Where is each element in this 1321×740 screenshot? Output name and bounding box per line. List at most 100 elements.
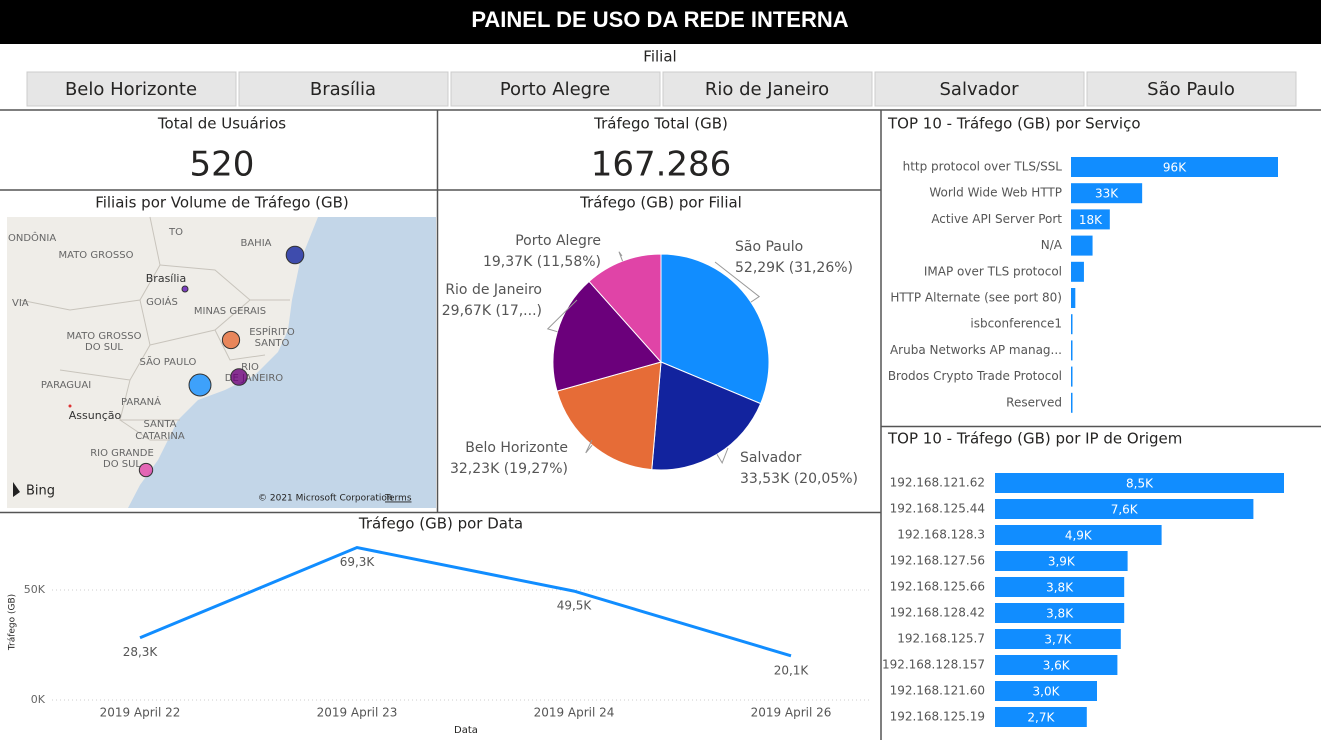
card-title: Tráfego Total (GB) (593, 115, 728, 133)
map-label: VIA (12, 298, 29, 309)
bar (1071, 392, 1073, 413)
data-label: 33K (1095, 187, 1119, 201)
slicer-option[interactable]: Brasília (310, 79, 376, 100)
pie-category: Belo Horizonte (465, 440, 568, 456)
pie-category: Salvador (740, 450, 802, 466)
slicer-option[interactable]: Salvador (940, 79, 1020, 100)
map-label: MINAS GERAIS (194, 306, 266, 317)
map-label: Assunção (69, 409, 122, 422)
y-tick-label: 50K (24, 583, 46, 596)
map-label: GOIÁS (146, 295, 178, 308)
pie-value-label: 19,37K (11,58%) (483, 254, 601, 270)
data-label: 20,1K (774, 663, 810, 677)
map-terms: Terms (384, 494, 412, 504)
y-tick-label: http protocol over TLS/SSL (903, 160, 1063, 174)
bar (1071, 314, 1073, 335)
card-value: 520 (190, 145, 255, 185)
line (139, 545, 792, 658)
slicer-button[interactable] (26, 71, 237, 107)
map-bubble (138, 462, 154, 478)
data-label: 3,7K (1044, 633, 1072, 647)
pie-value-label: 32,23K (19,27%) (450, 461, 568, 477)
map-label: PARANÁ (121, 395, 161, 408)
pie-category: São Paulo (735, 239, 803, 255)
slicer-button[interactable] (450, 71, 661, 107)
bar (995, 629, 1121, 649)
slicer-option[interactable]: Belo Horizonte (65, 79, 197, 100)
map-bubble (230, 368, 248, 386)
map-labels: ONDÔNIA MATO GROSSO TO BAHIA Brasília GOIÁS MI… (8, 227, 295, 470)
bar (995, 603, 1125, 623)
slicer-button[interactable] (874, 71, 1085, 107)
map-label: CATARINA (135, 431, 185, 442)
bar (995, 473, 1284, 493)
leader-line (585, 439, 593, 454)
y-tick-label: 192.168.121.60 (890, 684, 985, 698)
map-label: RIO GRANDE (90, 448, 154, 459)
y-tick-label: 192.168.125.7 (897, 632, 985, 646)
y-tick-label: 192.168.127.56 (890, 554, 985, 568)
leader-line (618, 251, 623, 262)
map-label: SANTA (143, 419, 176, 430)
bar (1071, 288, 1076, 308)
data-label: 3,8K (1046, 581, 1074, 595)
data-label: 49,5K (557, 599, 593, 613)
map-label: ESPÍRITO (249, 325, 295, 338)
map-label: RIO (241, 362, 259, 373)
map-label: DO SUL (85, 342, 123, 353)
slicer-button[interactable] (1086, 71, 1297, 107)
data-label: 96K (1163, 161, 1187, 175)
bar (995, 707, 1087, 727)
bar (995, 499, 1254, 519)
y-tick-label: 192.168.125.66 (890, 580, 985, 594)
data-label: 4,9K (1065, 529, 1093, 543)
y-tick-label: isbconference1 (970, 317, 1062, 331)
pie-category: Porto Alegre (515, 233, 601, 249)
slicer-option[interactable]: Rio de Janeiro (705, 79, 829, 100)
slicer-option[interactable]: Porto Alegre (500, 79, 610, 100)
data-label: 28,3K (123, 645, 159, 659)
data-label: 3,0K (1033, 685, 1061, 699)
map-label: BAHIA (240, 238, 271, 249)
pie-slice (660, 253, 770, 405)
slicer-title: Filial (643, 48, 676, 66)
leader-line (546, 299, 578, 333)
bar (1071, 235, 1093, 256)
slicer-option[interactable]: São Paulo (1147, 79, 1235, 100)
y-axis-label: Tráfego (GB) (8, 594, 18, 651)
y-tick-label: 192.168.125.44 (890, 502, 985, 516)
y-tick-label: Active API Server Port (931, 212, 1062, 226)
y-tick-label: IMAP over TLS protocol (924, 264, 1062, 278)
map-label: PARAGUAI (41, 380, 91, 391)
map-brand: Bing (26, 484, 55, 499)
map-label: TO (168, 227, 183, 238)
x-tick-label: 2019 April 26 (751, 706, 832, 720)
data-label: 3,8K (1046, 607, 1074, 621)
map-bubble (181, 285, 189, 293)
chart-title: Tráfego (GB) por Data (358, 515, 523, 533)
map-label: Brasília (146, 272, 186, 285)
slicer-button[interactable] (662, 71, 873, 107)
header-bar (0, 0, 1321, 44)
card-value: 167.286 (591, 145, 732, 185)
y-tick-label: 192.168.125.19 (890, 710, 985, 724)
bar (1071, 183, 1143, 204)
bar (995, 655, 1118, 675)
data-label: 2,7K (1027, 711, 1055, 725)
leader-line (716, 447, 729, 465)
map-label: DE JANEIRO (225, 373, 284, 384)
y-tick-label: 0K (31, 693, 46, 706)
slicer-button[interactable] (238, 71, 449, 107)
leader-line (714, 261, 761, 303)
bar (995, 551, 1128, 571)
data-label: 3,6K (1043, 659, 1071, 673)
y-tick-label: 192.168.121.62 (890, 476, 985, 490)
x-tick-label: 2019 April 22 (100, 706, 181, 720)
map-label: MATO GROSSO (67, 331, 142, 342)
map-label: ONDÔNIA (8, 231, 56, 244)
data-label: 3,9K (1048, 555, 1076, 569)
y-tick-label: Reserved (1006, 395, 1062, 409)
y-tick-label: Brodos Crypto Trade Protocol (888, 369, 1062, 383)
